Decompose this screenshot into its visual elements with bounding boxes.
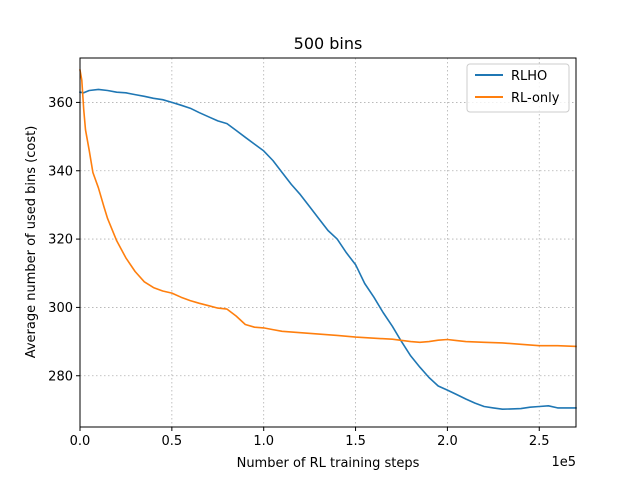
legend-label-rl-only: RL-only [511,91,560,106]
series-layer [79,69,577,411]
x-tick-label: 1.0 [253,434,274,449]
legend: RLHO RL-only [466,63,570,113]
y-axis-label: Average number of used bins (cost) [24,126,39,359]
y-tick-label: 360 [48,96,73,111]
chart-title: 500 bins [294,34,363,53]
x-axis-label: Number of RL training steps [237,456,420,471]
x-tick-label: 1.5 [345,434,366,449]
ticks: 0.0 0.5 1.0 1.5 2.0 2.5 280 300 320 340 360 [48,96,549,449]
x-tick-label: 0.5 [162,434,183,449]
y-tick-label: 340 [48,164,73,179]
series-line-rl-only [79,69,577,348]
plot-frame [79,57,577,428]
x-axis-offset-label: 1e5 [551,455,576,470]
x-tick-label: 0.0 [70,434,91,449]
y-tick-label: 300 [48,301,73,316]
y-tick-label: 320 [48,233,73,248]
x-tick-label: 2.0 [437,434,458,449]
y-tick-label: 280 [48,369,73,384]
legend-label-rlho: RLHO [511,69,547,84]
series-line-rlho [79,88,577,411]
x-tick-label: 2.5 [529,434,550,449]
